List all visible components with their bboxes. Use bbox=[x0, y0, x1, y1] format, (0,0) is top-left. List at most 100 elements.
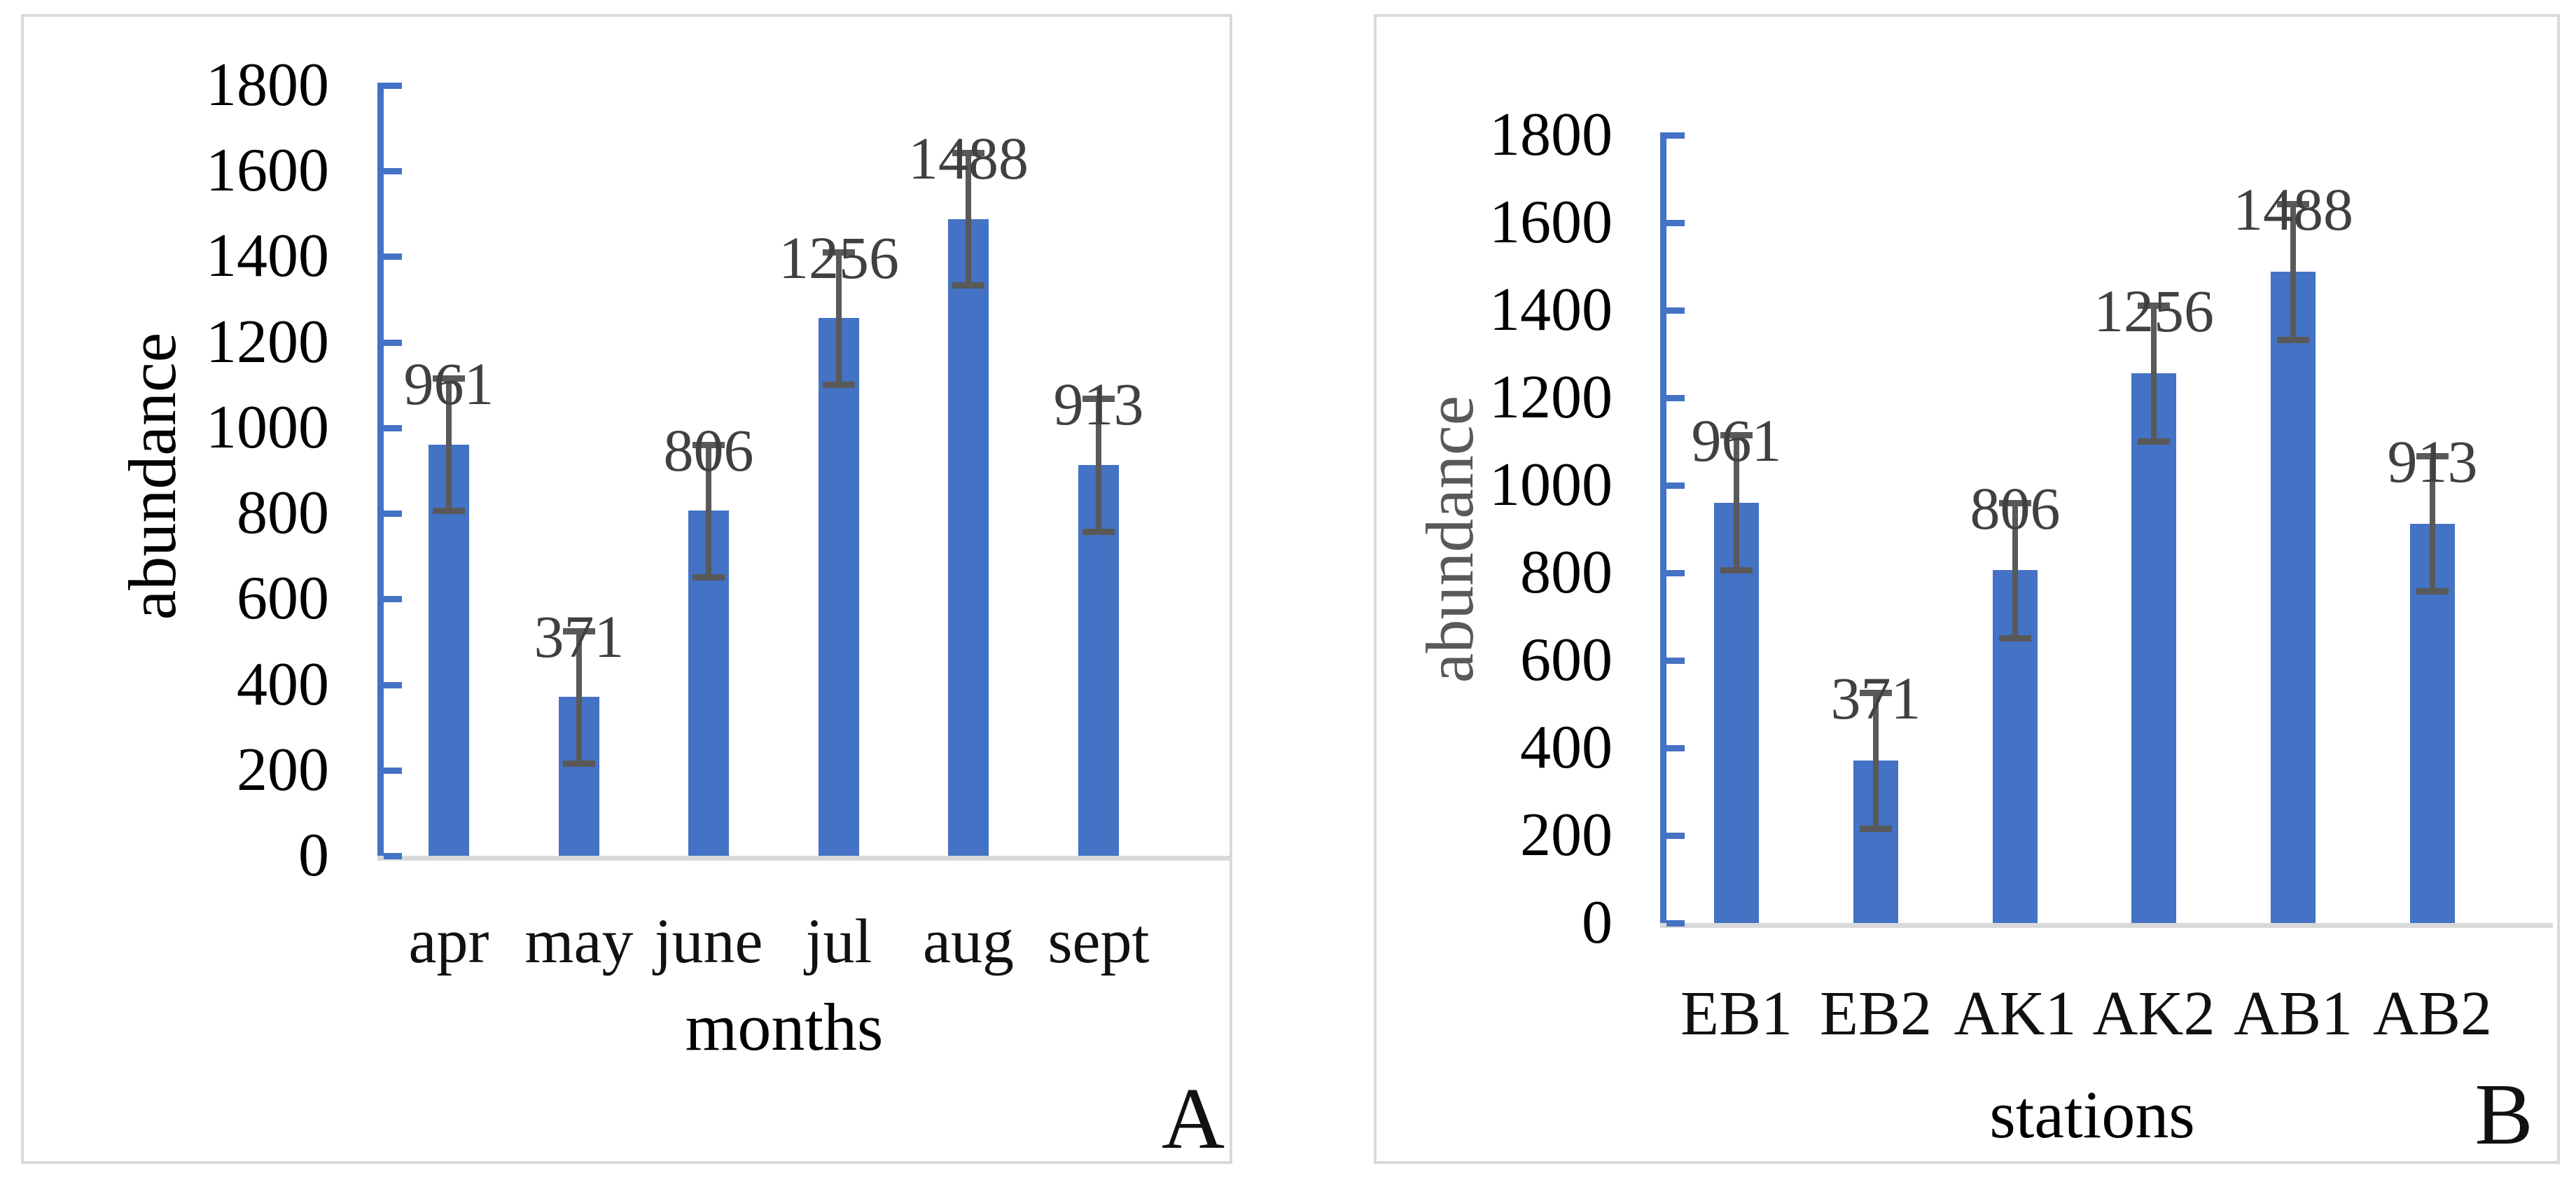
y-axis-tick bbox=[384, 168, 402, 175]
data-label: 913 bbox=[2387, 427, 2478, 495]
y-tick-label: 400 bbox=[237, 650, 329, 719]
x-category-label: EB1 bbox=[1680, 979, 1792, 1048]
y-tick-label: 0 bbox=[298, 821, 329, 889]
y-axis-line bbox=[1660, 132, 1666, 923]
error-bar-line bbox=[706, 444, 711, 578]
error-bar-top-cap bbox=[433, 375, 465, 382]
error-bar-line bbox=[966, 152, 971, 286]
data-label: 371 bbox=[534, 602, 625, 670]
y-tick-label: 1800 bbox=[1489, 101, 1613, 169]
error-bar-top-cap bbox=[1860, 690, 1892, 697]
y-tick-label: 200 bbox=[237, 735, 329, 804]
error-bar-bottom-cap bbox=[1082, 528, 1115, 535]
error-bar-bottom-cap bbox=[2138, 438, 2170, 445]
error-bar-bottom-cap bbox=[823, 382, 855, 389]
x-category-label: AK2 bbox=[2092, 979, 2215, 1048]
bar bbox=[2131, 373, 2176, 923]
x-category-label: AK1 bbox=[1954, 979, 2077, 1048]
error-bar-top-cap bbox=[823, 249, 855, 256]
data-label: 961 bbox=[403, 350, 494, 417]
y-axis-tick bbox=[1666, 920, 1685, 926]
error-bar-top-cap bbox=[1720, 431, 1753, 438]
error-bar-line bbox=[1734, 434, 1739, 571]
y-axis-tick bbox=[1666, 570, 1685, 577]
x-category-label: AB2 bbox=[2372, 979, 2493, 1048]
error-bar-bottom-cap bbox=[2277, 337, 2309, 344]
x-category-label: jul bbox=[805, 907, 872, 976]
y-axis-tick bbox=[384, 339, 402, 346]
x-axis-title: months bbox=[685, 990, 884, 1064]
y-tick-label: 600 bbox=[237, 564, 329, 633]
error-bar-line bbox=[1096, 398, 1101, 532]
y-axis-tick bbox=[1666, 483, 1685, 490]
y-tick-label: 1400 bbox=[1489, 276, 1613, 345]
error-bar-line bbox=[446, 378, 452, 511]
bar bbox=[948, 218, 989, 856]
x-axis-title: stations bbox=[1989, 1077, 2195, 1152]
y-axis-title: abundance bbox=[115, 332, 190, 620]
data-label: 1488 bbox=[908, 124, 1029, 192]
y-axis-tick bbox=[384, 767, 402, 774]
error-bar-top-cap bbox=[692, 441, 725, 448]
error-bar-line bbox=[836, 251, 842, 385]
y-axis-tick bbox=[1666, 132, 1685, 139]
y-tick-label: 1600 bbox=[206, 137, 329, 205]
x-category-label: sept bbox=[1047, 907, 1150, 976]
y-tick-label: 1200 bbox=[1489, 363, 1613, 432]
y-axis-line bbox=[377, 83, 384, 856]
error-bar-bottom-cap bbox=[563, 761, 595, 767]
y-tick-label: 0 bbox=[1582, 889, 1613, 957]
y-axis-tick bbox=[1666, 658, 1685, 665]
data-label: 1256 bbox=[779, 223, 899, 291]
error-bar-top-cap bbox=[2416, 452, 2449, 459]
x-category-label: aug bbox=[923, 907, 1014, 976]
y-tick-label: 1600 bbox=[1489, 188, 1613, 257]
error-bar-bottom-cap bbox=[952, 282, 984, 289]
error-bar-line bbox=[576, 630, 582, 763]
x-category-label: may bbox=[524, 907, 634, 976]
y-axis-tick bbox=[1666, 833, 1685, 840]
error-bar-line bbox=[2430, 455, 2435, 592]
data-label: 371 bbox=[1830, 665, 1921, 733]
y-tick-label: 800 bbox=[237, 479, 329, 548]
panel-b bbox=[1374, 14, 2560, 1164]
data-label: 1256 bbox=[2094, 277, 2214, 345]
y-tick-label: 600 bbox=[1520, 626, 1613, 695]
error-bar-bottom-cap bbox=[433, 508, 465, 515]
y-tick-label: 1000 bbox=[206, 393, 329, 461]
error-bar-top-cap bbox=[952, 149, 984, 156]
y-axis-title: abundance bbox=[1412, 395, 1487, 683]
y-axis-tick bbox=[384, 853, 402, 859]
y-axis-tick bbox=[1666, 220, 1685, 227]
x-category-label: june bbox=[654, 907, 763, 976]
data-label: 806 bbox=[1970, 474, 2061, 542]
y-tick-label: 200 bbox=[1520, 801, 1613, 870]
y-axis-tick bbox=[384, 511, 402, 518]
error-bar-top-cap bbox=[1999, 499, 2031, 506]
error-bar-top-cap bbox=[2138, 303, 2170, 310]
panel-letter: B bbox=[2474, 1067, 2533, 1163]
y-axis-tick bbox=[1666, 745, 1685, 752]
x-axis-line bbox=[1660, 923, 2553, 928]
error-bar-line bbox=[2012, 502, 2018, 639]
data-label: 1488 bbox=[2233, 176, 2353, 244]
y-tick-label: 800 bbox=[1520, 539, 1613, 607]
error-bar-bottom-cap bbox=[1720, 567, 1753, 574]
y-tick-label: 1200 bbox=[206, 307, 329, 376]
error-bar-line bbox=[2290, 204, 2296, 340]
error-bar-bottom-cap bbox=[1860, 826, 1892, 833]
error-bar-bottom-cap bbox=[2416, 588, 2449, 595]
error-bar-top-cap bbox=[2277, 201, 2309, 208]
bar bbox=[2271, 272, 2316, 923]
y-tick-label: 400 bbox=[1520, 714, 1613, 782]
y-axis-tick bbox=[384, 681, 402, 688]
y-axis-tick bbox=[384, 424, 402, 431]
data-label: 913 bbox=[1053, 370, 1144, 438]
error-bar-line bbox=[2151, 305, 2157, 442]
panel-letter: A bbox=[1161, 1071, 1225, 1167]
y-tick-label: 1400 bbox=[206, 222, 329, 291]
y-tick-label: 1800 bbox=[206, 51, 329, 120]
panel-a bbox=[21, 14, 1232, 1164]
x-category-label: EB2 bbox=[1819, 979, 1932, 1048]
y-axis-tick bbox=[384, 596, 402, 603]
